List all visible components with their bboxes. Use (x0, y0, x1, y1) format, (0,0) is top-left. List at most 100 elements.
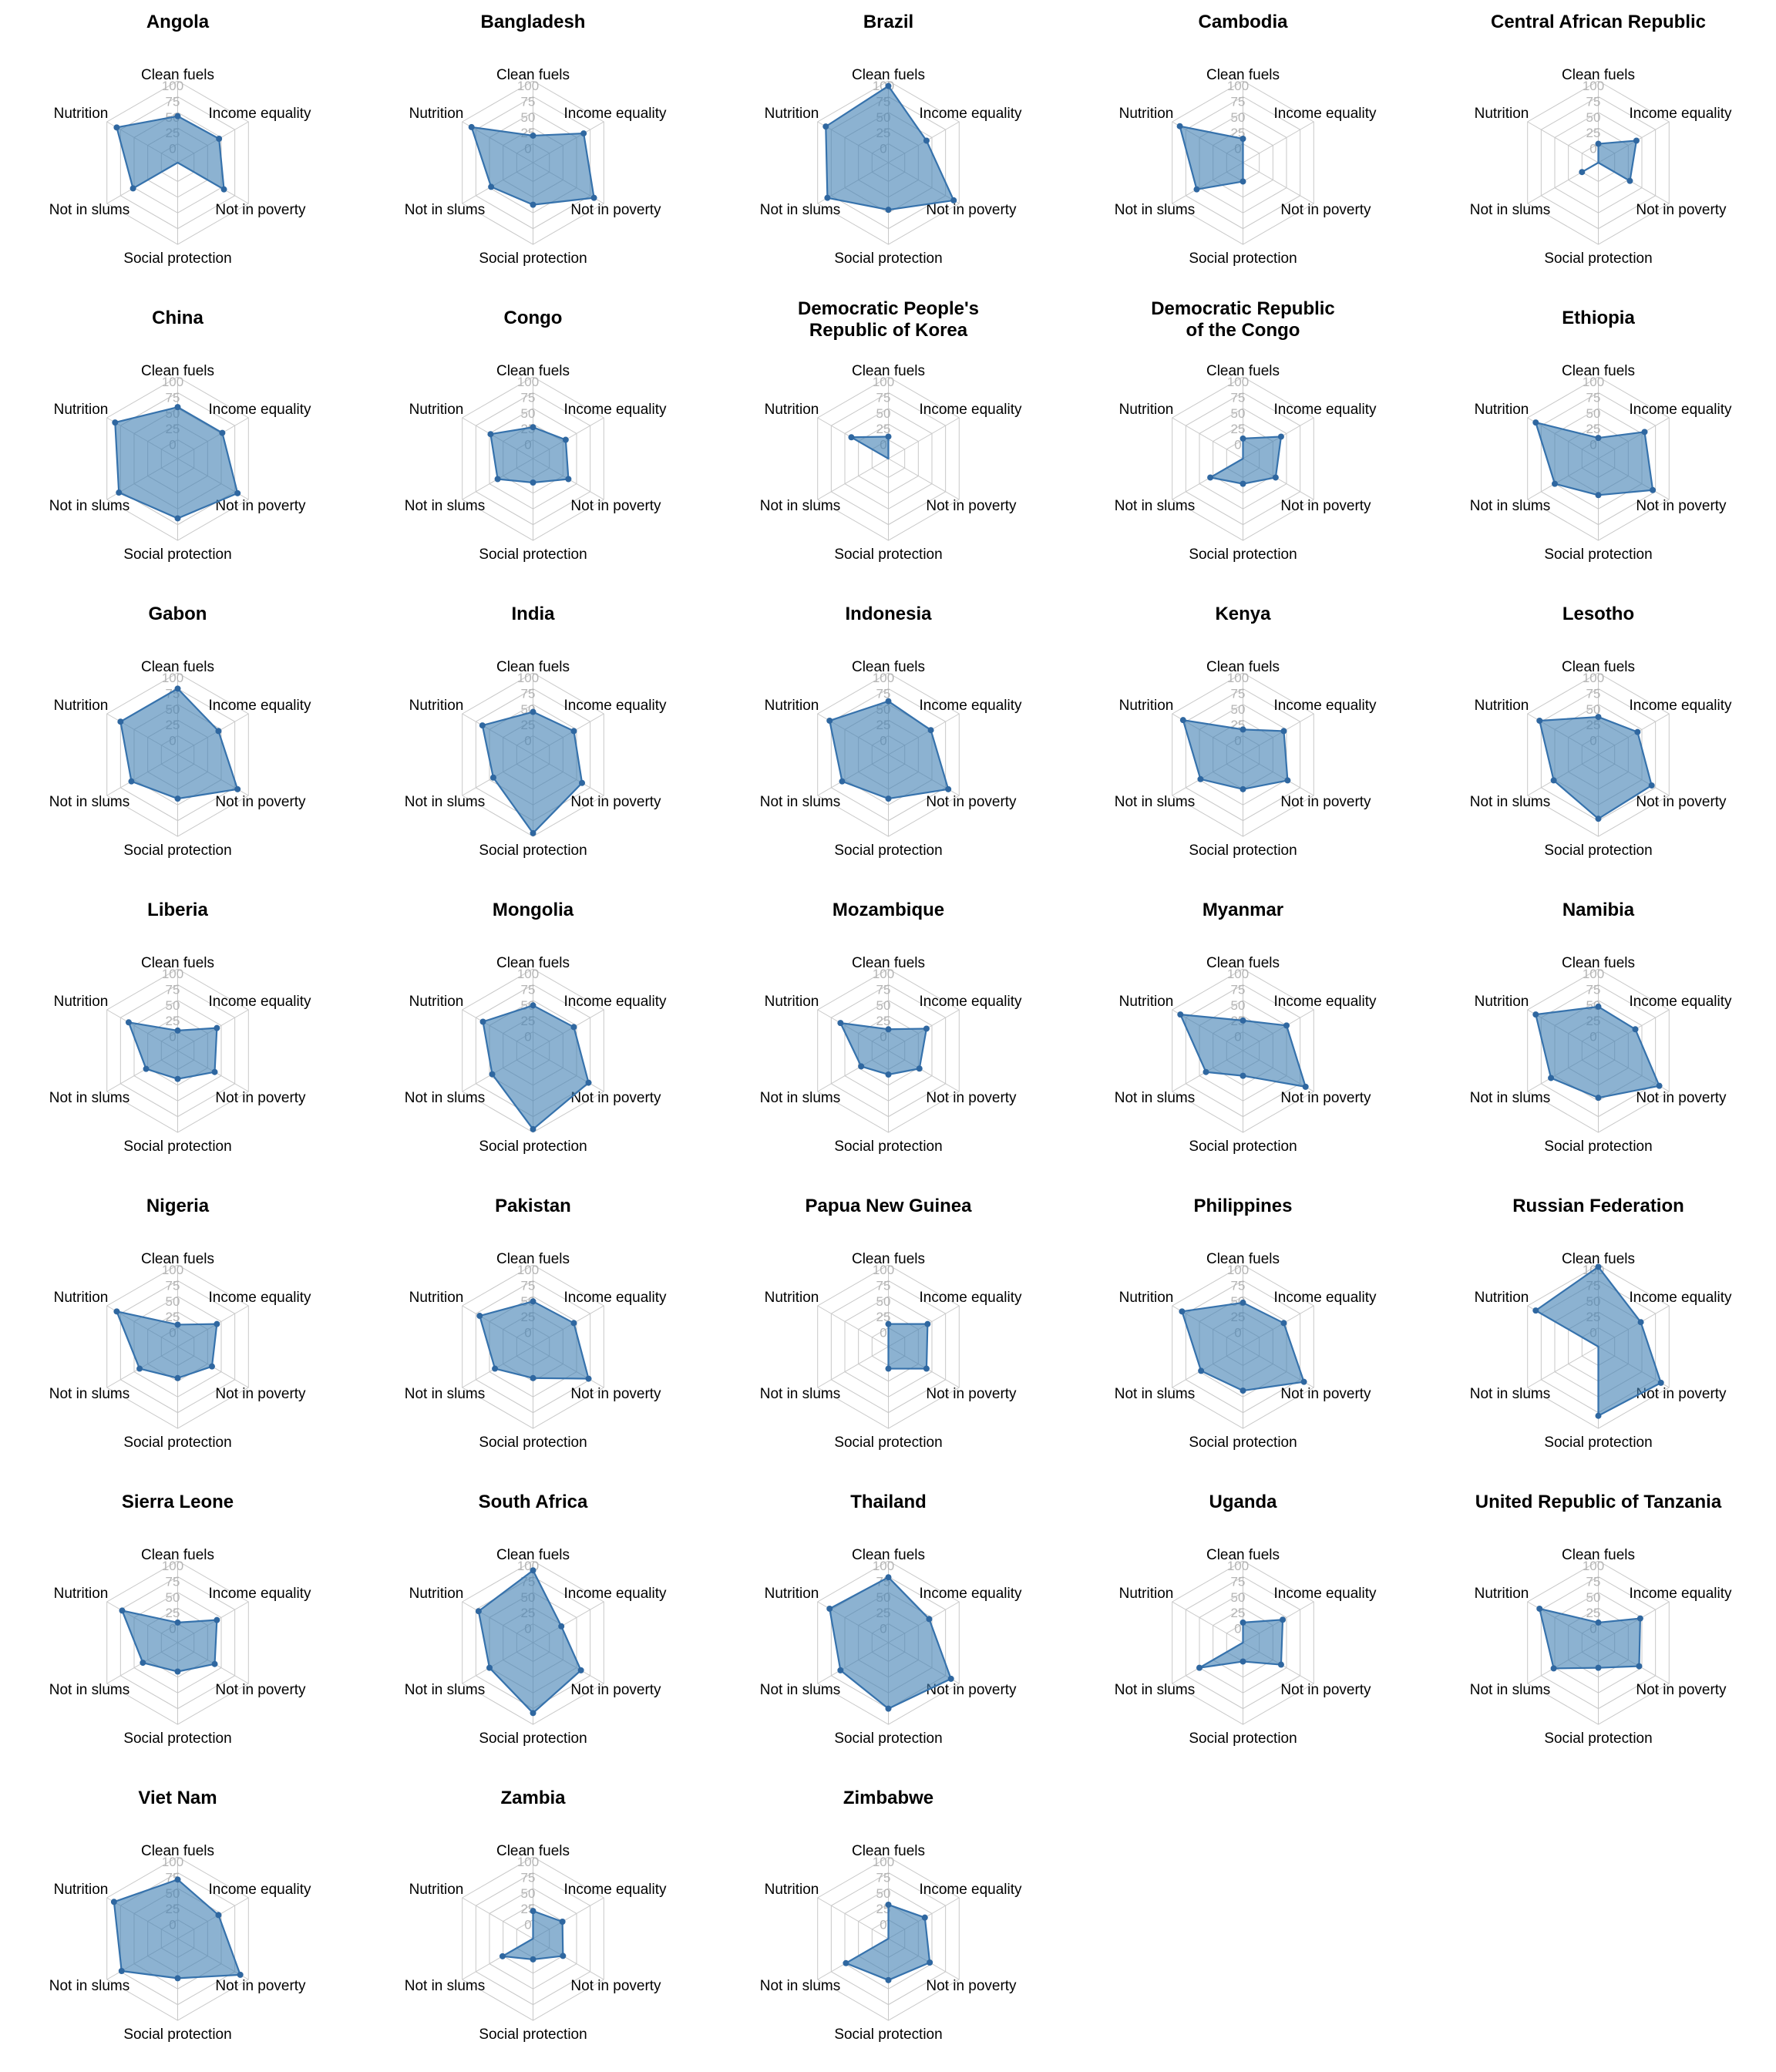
axis-label: Clean fuels (496, 1843, 570, 1859)
data-point (214, 1024, 220, 1031)
chart-title: Democratic Republic of the Congo (1152, 298, 1336, 341)
data-point (530, 1125, 536, 1132)
axis-label: Nutrition (409, 402, 463, 418)
chart-title: Central African Republic (1491, 12, 1706, 32)
axis-label: Income equality (563, 1290, 666, 1306)
tick-label: 25 (1586, 422, 1601, 436)
data-point (530, 201, 536, 208)
data-point (885, 82, 892, 89)
axis-label: Clean fuels (1206, 67, 1280, 83)
data-point (570, 1320, 577, 1327)
grid-spoke (1172, 1601, 1244, 1643)
axis-label: Not in slums (1115, 202, 1195, 218)
axis-label: Social protection (479, 1435, 587, 1451)
data-point (211, 1068, 218, 1075)
axis-label: Not in slums (1470, 1090, 1550, 1106)
axis-label: Income equality (563, 106, 666, 122)
data-point (570, 1024, 577, 1031)
axis-label: Nutrition (764, 1586, 819, 1602)
tick-label: 75 (520, 1870, 535, 1885)
tick-label: 50 (1586, 110, 1601, 125)
chart-cell: Democratic Republic of the Congo 100 75 50 25… (1065, 296, 1421, 592)
data-point (916, 1065, 923, 1072)
data-polygon (839, 1022, 927, 1076)
axis-label: Not in poverty (570, 498, 661, 514)
axis-label: Not in poverty (926, 794, 1017, 810)
data-point (1240, 178, 1246, 185)
data-point (220, 186, 227, 193)
chart-title: Liberia (147, 900, 208, 920)
data-point (174, 404, 181, 411)
tick-label: 75 (520, 94, 535, 109)
data-polygon (886, 1323, 929, 1370)
axis-label: Nutrition (54, 1882, 109, 1898)
data-point (174, 515, 181, 522)
axis-label: Income equality (563, 1586, 666, 1602)
data-point (1197, 775, 1204, 782)
data-point (1650, 486, 1657, 493)
tick-label: 75 (1231, 94, 1246, 109)
tick-label: 0 (880, 1918, 886, 1932)
axis-label: Nutrition (1475, 1586, 1529, 1602)
axis-label: Nutrition (409, 698, 463, 714)
tick-label: 25 (876, 422, 890, 436)
axis-label: Not in poverty (1636, 1682, 1727, 1698)
data-point (944, 785, 951, 792)
tick-label: 0 (1235, 1622, 1242, 1636)
data-point (1179, 1308, 1186, 1315)
tick-label: 25 (1586, 1606, 1601, 1620)
chart-cell: United Republic of Tanzania1007550250Cle… (1421, 1480, 1776, 1776)
data-point (1278, 1661, 1285, 1668)
data-point (1595, 435, 1602, 442)
data-point (826, 1605, 832, 1612)
data-point (174, 1075, 181, 1082)
axis-label: Not in slums (1470, 1682, 1550, 1698)
data-polygon (1179, 125, 1244, 190)
tick-label: 50 (876, 1294, 890, 1309)
tick-label: 75 (876, 1870, 890, 1885)
data-point (839, 778, 846, 785)
data-point (486, 1664, 493, 1671)
data-point (947, 1675, 954, 1682)
axis-label: Clean fuels (1206, 1547, 1280, 1563)
tick-label: 100 (1583, 967, 1604, 981)
axis-label: Income equality (919, 402, 1021, 418)
axis-label: Income equality (1274, 994, 1377, 1010)
data-polygon (470, 126, 595, 206)
axis-label: Not in slums (49, 1978, 130, 1994)
data-point (489, 774, 496, 781)
axis-label: Income equality (1630, 402, 1732, 418)
data-point (565, 476, 572, 483)
chart-title: Democratic People's Republic of Korea (798, 298, 979, 341)
axis-label: Not in poverty (926, 202, 1017, 218)
axis-label: Social protection (123, 1139, 231, 1155)
chart-title: Mozambique (832, 900, 944, 920)
grid-spoke (887, 417, 960, 459)
data-point (1595, 1412, 1602, 1419)
tick-label: 25 (876, 1014, 890, 1028)
grid-spoke (817, 1897, 889, 1939)
data-point (885, 796, 892, 802)
data-point (1280, 728, 1287, 735)
data-point (578, 779, 585, 786)
chart-title: Lesotho (1562, 604, 1634, 624)
axis-label: Income equality (1630, 106, 1732, 122)
axis-label: Income equality (563, 402, 666, 418)
axis-label: Not in slums (1115, 1386, 1195, 1402)
axis-label: Nutrition (1475, 1290, 1529, 1306)
axis-label: Clean fuels (496, 659, 570, 675)
axis-label: Clean fuels (852, 1547, 925, 1563)
axis-label: Clean fuels (1206, 1251, 1280, 1267)
radar-svg: South Africa1007550250Clean fuelsIncome … (405, 1492, 667, 1747)
